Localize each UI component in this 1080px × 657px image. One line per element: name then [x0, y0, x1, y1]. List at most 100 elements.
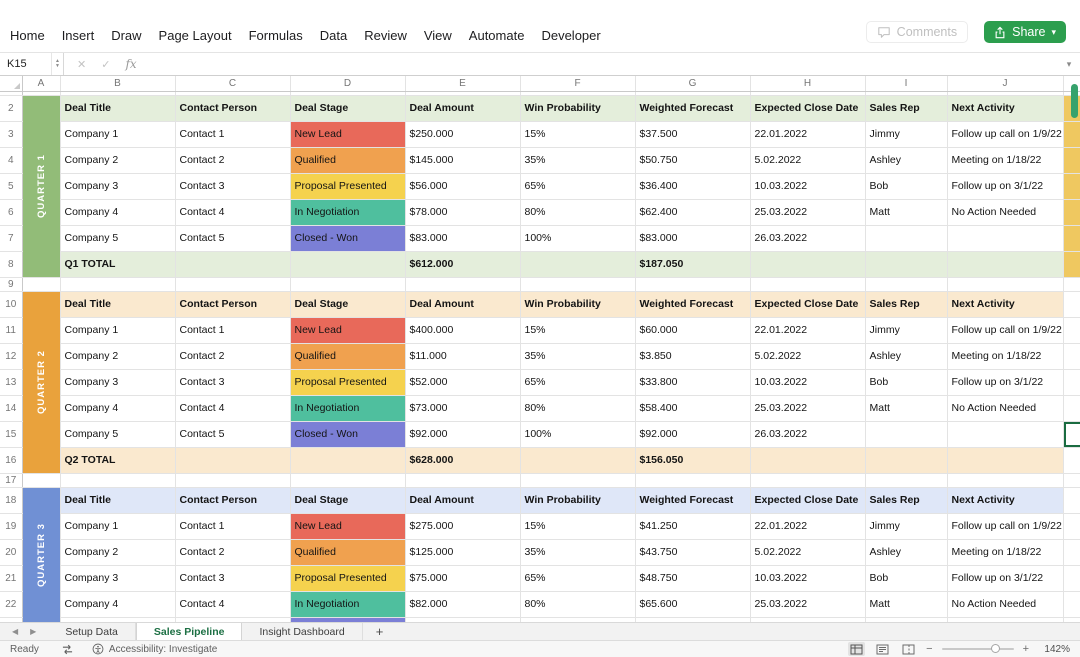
zoom-in-button[interactable]: + — [1022, 643, 1029, 655]
cell-C7[interactable]: Contact 5 — [175, 225, 291, 252]
cell-F9[interactable] — [520, 277, 636, 292]
cell-B1[interactable] — [60, 91, 176, 96]
cell-B6[interactable]: Company 4 — [60, 199, 176, 226]
select-all-corner[interactable] — [0, 76, 23, 92]
cell-B22[interactable]: Company 4 — [60, 591, 176, 618]
cell-C18[interactable]: Contact Person — [175, 487, 291, 514]
cell-E5[interactable]: $56.000 — [405, 173, 521, 200]
cell-H2[interactable]: Expected Close Date — [750, 95, 866, 122]
cell-K18[interactable] — [1063, 487, 1080, 514]
cell-G3[interactable]: $37.500 — [635, 121, 751, 148]
cell-J19[interactable]: Follow up call on 1/9/22 — [947, 513, 1064, 540]
cell-D23[interactable] — [290, 617, 406, 622]
cell-J16[interactable] — [947, 447, 1064, 474]
column-header-A[interactable]: A — [22, 76, 61, 92]
cell-H11[interactable]: 22.01.2022 — [750, 317, 866, 344]
cell-E23[interactable] — [405, 617, 521, 622]
cell-J18[interactable]: Next Activity — [947, 487, 1064, 514]
cell-E8[interactable]: $612.000 — [405, 251, 521, 278]
cell-E1[interactable] — [405, 91, 521, 96]
row-header-18[interactable]: 18 — [0, 487, 23, 514]
cell-D4[interactable]: Qualified — [290, 147, 406, 174]
cell-J2[interactable]: Next Activity — [947, 95, 1064, 122]
cell-K15[interactable] — [1063, 421, 1080, 448]
normal-view-icon[interactable] — [848, 642, 866, 656]
row-header-5[interactable]: 5 — [0, 173, 23, 200]
cell-D6[interactable]: In Negotiation — [290, 199, 406, 226]
cell-F3[interactable]: 15% — [520, 121, 636, 148]
cell-E10[interactable]: Deal Amount — [405, 291, 521, 318]
menu-item-review[interactable]: Review — [364, 28, 407, 43]
menu-item-view[interactable]: View — [423, 28, 452, 43]
menu-item-insert[interactable]: Insert — [61, 28, 95, 43]
cell-I23[interactable] — [865, 617, 948, 622]
cell-D9[interactable] — [290, 277, 406, 292]
cell-G19[interactable]: $41.250 — [635, 513, 751, 540]
cell-E20[interactable]: $125.000 — [405, 539, 521, 566]
row-header-8[interactable]: 8 — [0, 251, 23, 278]
cell-F23[interactable] — [520, 617, 636, 622]
cell-I15[interactable] — [865, 421, 948, 448]
cell-E16[interactable]: $628.000 — [405, 447, 521, 474]
column-header-F[interactable]: F — [520, 76, 636, 92]
cell-I13[interactable]: Bob — [865, 369, 948, 396]
row-header-20[interactable]: 20 — [0, 539, 23, 566]
cancel-icon[interactable]: ✕ — [77, 58, 87, 71]
next-sheet-icon[interactable]: ▶ — [30, 627, 37, 636]
cell-E6[interactable]: $78.000 — [405, 199, 521, 226]
cell-K5[interactable] — [1063, 173, 1080, 200]
cell-H21[interactable]: 10.03.2022 — [750, 565, 866, 592]
cell-K3[interactable] — [1063, 121, 1080, 148]
cell-F5[interactable]: 65% — [520, 173, 636, 200]
cell-C20[interactable]: Contact 2 — [175, 539, 291, 566]
cell-D19[interactable]: New Lead — [290, 513, 406, 540]
cell-H14[interactable]: 25.03.2022 — [750, 395, 866, 422]
quarter-band-1[interactable]: QUARTER 1 — [22, 95, 61, 278]
cell-E15[interactable]: $92.000 — [405, 421, 521, 448]
cell-I12[interactable]: Ashley — [865, 343, 948, 370]
column-header-G[interactable]: G — [635, 76, 751, 92]
cell-D22[interactable]: In Negotiation — [290, 591, 406, 618]
cell-C13[interactable]: Contact 3 — [175, 369, 291, 396]
cell-F17[interactable] — [520, 473, 636, 488]
cell-E18[interactable]: Deal Amount — [405, 487, 521, 514]
cell-A17[interactable] — [22, 473, 61, 488]
column-header-I[interactable]: I — [865, 76, 948, 92]
cell-E9[interactable] — [405, 277, 521, 292]
cell-J6[interactable]: No Action Needed — [947, 199, 1064, 226]
row-header-16[interactable]: 16 — [0, 447, 23, 474]
cell-G22[interactable]: $65.600 — [635, 591, 751, 618]
cell-K13[interactable] — [1063, 369, 1080, 396]
cell-I10[interactable]: Sales Rep — [865, 291, 948, 318]
cell-H17[interactable] — [750, 473, 866, 488]
swap-arrows-icon[interactable] — [61, 644, 74, 655]
row-header-6[interactable]: 6 — [0, 199, 23, 226]
cell-I9[interactable] — [865, 277, 948, 292]
cell-G15[interactable]: $92.000 — [635, 421, 751, 448]
row-header-23[interactable] — [0, 617, 23, 622]
cell-I14[interactable]: Matt — [865, 395, 948, 422]
column-header-H[interactable]: H — [750, 76, 866, 92]
cell-C9[interactable] — [175, 277, 291, 292]
cell-D7[interactable]: Closed - Won — [290, 225, 406, 252]
cell-J9[interactable] — [947, 277, 1064, 292]
cell-K12[interactable] — [1063, 343, 1080, 370]
cell-K17[interactable] — [1063, 473, 1080, 488]
menu-item-data[interactable]: Data — [319, 28, 348, 43]
cell-B23[interactable] — [60, 617, 176, 622]
cell-B14[interactable]: Company 4 — [60, 395, 176, 422]
cell-J1[interactable] — [947, 91, 1064, 96]
cell-K11[interactable] — [1063, 317, 1080, 344]
cell-G5[interactable]: $36.400 — [635, 173, 751, 200]
cell-H15[interactable]: 26.03.2022 — [750, 421, 866, 448]
row-header-12[interactable]: 12 — [0, 343, 23, 370]
cell-E4[interactable]: $145.000 — [405, 147, 521, 174]
cell-J17[interactable] — [947, 473, 1064, 488]
row-header-3[interactable]: 3 — [0, 121, 23, 148]
cell-D15[interactable]: Closed - Won — [290, 421, 406, 448]
cell-B7[interactable]: Company 5 — [60, 225, 176, 252]
cell-F10[interactable]: Win Probability — [520, 291, 636, 318]
row-header-1[interactable] — [0, 91, 23, 96]
cell-B12[interactable]: Company 2 — [60, 343, 176, 370]
cell-C22[interactable]: Contact 4 — [175, 591, 291, 618]
